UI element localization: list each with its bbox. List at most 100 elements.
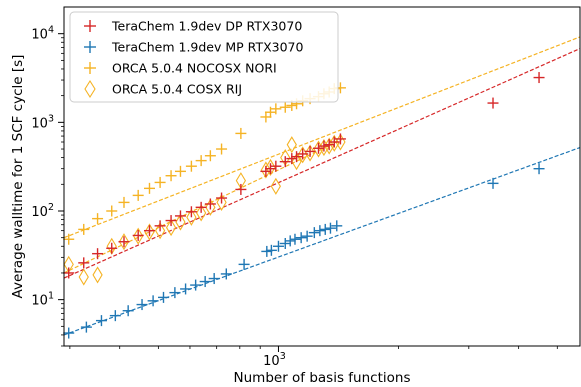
point-series-4-23: [304, 144, 316, 162]
point-series-4-8: [154, 222, 166, 240]
point-series-3-18: [270, 103, 282, 115]
point-series-1-29: [487, 97, 499, 109]
legend-box: [69, 11, 339, 103]
point-series-2-24: [308, 227, 320, 239]
point-series-3-14: [216, 143, 228, 155]
point-series-2-15: [238, 258, 250, 270]
point-series-3-13: [204, 150, 216, 162]
point-series-3-19: [279, 101, 291, 113]
point-series-1-22: [297, 148, 309, 160]
point-series-1-4: [106, 242, 118, 254]
point-series-4-6: [133, 227, 144, 245]
point-series-2-12: [199, 276, 211, 288]
y-tick-label-1: 101: [31, 291, 54, 309]
point-series-2-29: [487, 177, 499, 189]
point-series-1-23: [304, 145, 316, 157]
legend-label-3: ORCA 5.0.4 NOCOSX NORI: [112, 61, 277, 76]
point-series-2-4: [109, 310, 121, 322]
point-series-2-18: [272, 240, 284, 252]
point-series-3-3: [92, 213, 104, 225]
point-series-2-27: [324, 222, 336, 234]
point-series-3-11: [185, 160, 197, 172]
point-series-1-16: [260, 165, 272, 177]
point-series-4-18: [270, 177, 281, 195]
point-series-4-7: [144, 223, 155, 241]
point-series-1-21: [291, 151, 303, 163]
point-series-1-25: [318, 140, 330, 152]
point-series-3-2: [78, 223, 90, 235]
point-series-4-12: [196, 204, 207, 222]
point-series-3-4: [106, 205, 118, 217]
point-series-3-5: [118, 196, 130, 208]
point-series-4-10: [175, 213, 186, 231]
point-series-2-25: [314, 225, 326, 237]
point-series-3-8: [154, 176, 166, 188]
point-series-2-6: [136, 299, 148, 311]
point-series-3-7: [143, 182, 155, 194]
point-series-1-11: [185, 206, 197, 218]
legend-label-1: TeraChem 1.9dev DP RTX3070: [111, 19, 302, 34]
point-series-4-16: [260, 161, 272, 179]
axis-ticks: 101 102 103 104 103: [31, 25, 558, 369]
point-series-1-20: [286, 153, 298, 165]
point-series-2-10: [180, 283, 192, 295]
x-tick-label-1: 103: [263, 351, 286, 369]
legend-label-2: TeraChem 1.9dev MP RTX3070: [111, 40, 303, 55]
point-series-2-13: [208, 273, 220, 285]
y-axis-label: Average walltime for 1 SCF cycle [s]: [10, 55, 26, 299]
legend-label-4: ORCA 5.0.4 COSX RIJ: [112, 82, 242, 97]
point-series-3-16: [260, 111, 272, 123]
point-series-4-3: [92, 266, 103, 284]
point-series-4-26: [324, 137, 335, 155]
point-series-2-20: [284, 235, 296, 247]
point-series-2-28: [331, 220, 343, 232]
point-series-1-15: [235, 183, 247, 195]
point-series-3-6: [132, 189, 144, 201]
point-series-4-4: [106, 237, 117, 255]
point-series-1-5: [118, 236, 130, 248]
legend-marker-2: [84, 41, 96, 53]
point-series-1-17: [264, 163, 276, 175]
point-series-2-9: [169, 287, 181, 299]
point-series-1-24: [313, 142, 325, 154]
x-axis-label: Number of basis functions: [234, 370, 411, 386]
point-series-4-13: [205, 198, 216, 216]
point-series-4-20: [286, 136, 297, 154]
point-series-1-7: [143, 225, 155, 237]
point-series-2-26: [319, 223, 331, 235]
point-series-1-12: [195, 201, 207, 213]
legend: TeraChem 1.9dev DP RTX3070 TeraChem 1.9de…: [69, 11, 339, 103]
point-series-4-14: [216, 193, 227, 211]
point-series-1-1: [63, 267, 75, 279]
point-series-1-9: [165, 215, 177, 227]
point-series-3-15: [235, 127, 247, 139]
point-series-2-7: [147, 295, 159, 307]
point-series-4-9: [165, 219, 177, 237]
point-series-2-17: [265, 244, 277, 256]
point-series-2-19: [279, 237, 291, 249]
point-series-1-26: [323, 139, 335, 151]
point-series-1-19: [279, 156, 291, 168]
point-series-1-2: [78, 257, 90, 269]
y-tick-label-4: 104: [31, 25, 54, 43]
point-series-1-8: [154, 220, 166, 232]
point-series-1-10: [174, 210, 186, 222]
point-series-4-11: [186, 208, 197, 226]
point-series-1-14: [216, 192, 228, 204]
point-series-3-9: [165, 170, 177, 182]
point-series-3-12: [195, 155, 207, 167]
point-series-4-5: [118, 233, 130, 251]
point-series-4-17: [265, 158, 276, 177]
y-tick-label-3: 103: [31, 113, 54, 131]
point-series-3-10: [174, 165, 186, 177]
point-series-2-5: [122, 305, 134, 317]
point-series-2-3: [95, 315, 107, 327]
point-series-1-27: [328, 136, 340, 148]
point-series-2-23: [301, 230, 313, 242]
legend-marker-3: [84, 62, 96, 74]
point-series-1-28: [334, 133, 346, 145]
data-points: [63, 72, 545, 339]
point-series-1-3: [92, 248, 104, 260]
point-series-2-11: [190, 279, 202, 291]
